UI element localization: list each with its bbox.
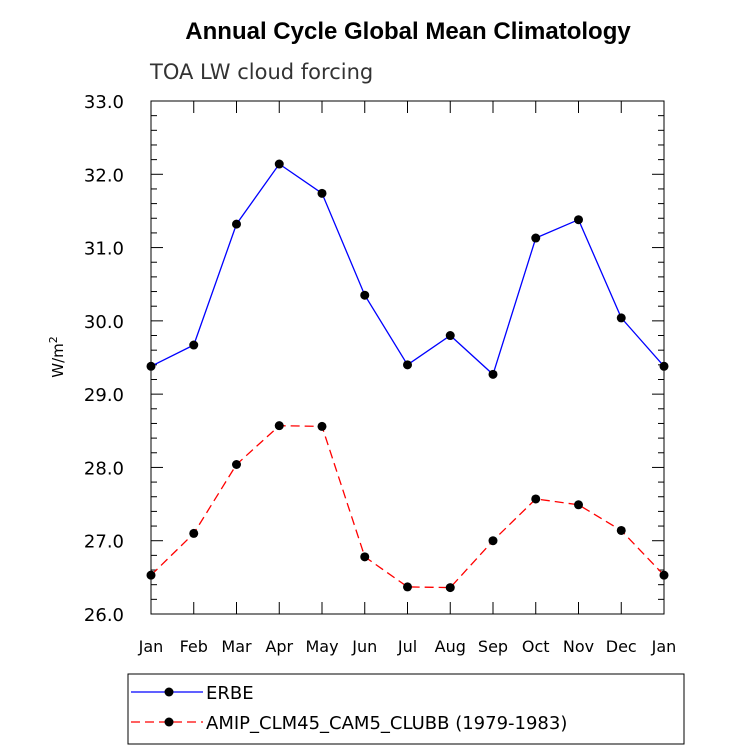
data-point [403,360,412,370]
chart-subtitle: TOA LW cloud forcing [149,60,373,84]
data-point [574,215,583,225]
data-point [274,159,284,169]
data-point [445,331,455,341]
x-tick-label: Dec [606,637,637,656]
y-axis: 26.0 27.0 28.0 29.0 30.0 31.0 32.0 33.0 [84,92,664,626]
x-tick-label: Oct [522,637,550,656]
legend-box [127,673,685,745]
series-layer [146,159,669,593]
data-point [659,361,669,371]
legend-label: ERBE [206,683,254,704]
y-tick-label: 26.0 [84,605,124,626]
data-point [317,421,327,431]
legend-label: AMIP_CLM45_CAM5_CLUBB (1979-1983) [206,713,567,734]
data-point [232,459,241,469]
legend-marker [164,687,174,697]
data-point [531,233,541,243]
legend: ERBE AMIP_CLM45_CAM5_CLUBB (1979-1983) [131,683,567,734]
x-tick-label: Jan [651,637,677,656]
x-tick-label: Mar [221,637,252,656]
data-point [531,494,541,504]
data-point [360,290,370,300]
y-tick-label: 31.0 [84,239,124,260]
y-tick-label: 33.0 [84,92,124,113]
x-tick-label: Jun [351,637,377,656]
x-tick-label: Apr [265,637,293,656]
plot-frame [150,100,665,615]
x-tick-label: Jan [138,637,164,656]
data-point [189,340,199,350]
x-tick-label: Nov [563,637,594,656]
data-point [146,361,156,371]
data-point [488,536,498,546]
x-tick-label: Jul [397,637,417,656]
x-tick-label: Feb [180,637,208,656]
y-tick-label: 27.0 [84,532,124,553]
chart-title: Annual Cycle Global Mean Climatology [185,18,631,45]
y-tick-label: 29.0 [84,385,124,406]
y-tick-label: 28.0 [84,458,124,479]
data-point [659,570,669,580]
x-tick-label: May [305,637,338,656]
data-point [445,583,455,593]
data-point [574,500,583,510]
data-point [232,219,241,229]
data-point [403,582,412,592]
x-axis: Jan Feb Mar Apr May Jun Jul Aug Sep Oct Nov Dec Jan [138,101,677,656]
legend-marker [164,717,174,727]
data-point [488,369,498,379]
x-tick-label: Sep [478,637,508,656]
data-point [274,421,284,431]
y-tick-label: 30.0 [84,312,124,333]
data-point [189,528,199,538]
series-line [150,163,665,376]
y-tick-label: 32.0 [84,165,124,186]
data-point [616,313,626,323]
data-point [317,188,327,198]
data-point [616,525,626,535]
series-line [150,425,665,589]
x-tick-label: Aug [435,637,466,656]
y-axis-label: W/m2 [47,336,67,378]
data-point [360,552,370,562]
data-point [146,570,156,580]
